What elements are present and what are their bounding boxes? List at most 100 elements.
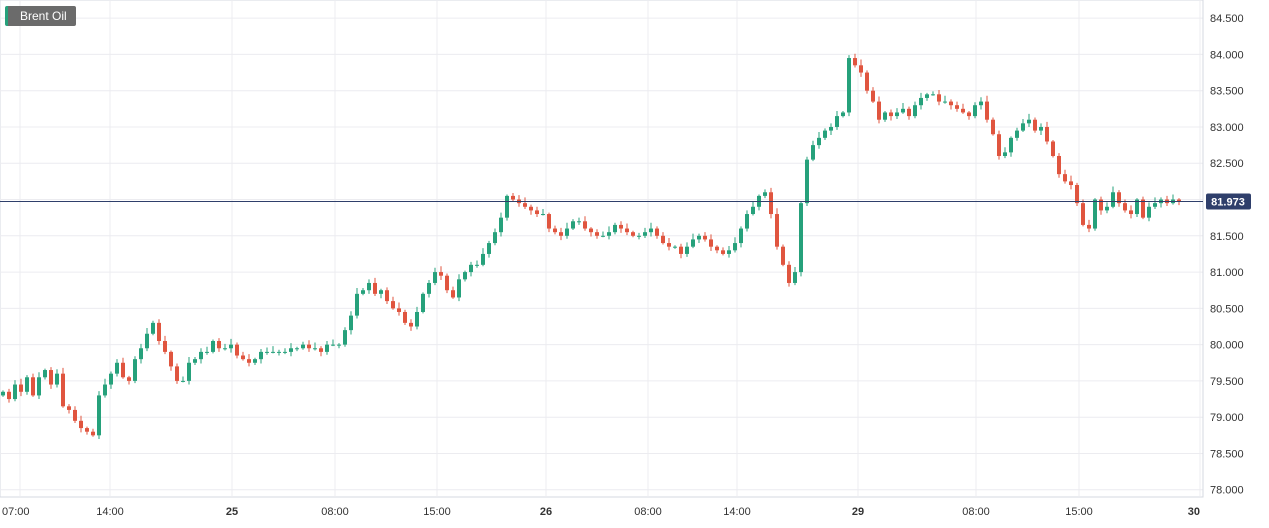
candle-body	[91, 431, 95, 436]
candle-body	[349, 315, 353, 331]
candle-body	[715, 246, 719, 251]
candle-body	[607, 232, 611, 236]
candle-body	[469, 264, 473, 273]
y-tick-label: 81.000	[1210, 267, 1244, 279]
candle-body	[913, 105, 917, 117]
candle-body	[331, 344, 335, 346]
candle-body	[259, 351, 263, 360]
candle-body	[1003, 152, 1007, 156]
candle-body	[1153, 203, 1157, 207]
candle-body	[883, 112, 887, 120]
last-price-label: 81.973	[1211, 196, 1245, 208]
candle-body	[73, 409, 77, 421]
x-tick-label: 29	[852, 506, 864, 518]
candle-body	[319, 348, 323, 352]
candle-body	[133, 359, 137, 381]
candle-body	[589, 228, 593, 233]
candle-body	[511, 195, 515, 200]
candle-body	[1, 391, 5, 396]
candle-body	[97, 395, 101, 436]
instrument-legend[interactable]: Brent Oil	[5, 6, 76, 26]
candle-body	[799, 203, 803, 273]
candle-body	[355, 293, 359, 316]
candles	[1, 53, 1181, 439]
candle-body	[721, 250, 725, 254]
candle-body	[439, 272, 443, 276]
x-tick-label: 25	[226, 506, 238, 518]
candle-body	[601, 235, 605, 237]
candle-body	[1177, 199, 1181, 202]
candle-body	[67, 406, 71, 410]
candle-body	[361, 290, 365, 294]
candle-body	[907, 108, 911, 117]
candle-body	[61, 373, 65, 407]
candle-body	[673, 246, 677, 248]
y-tick-label: 83.000	[1210, 122, 1244, 134]
candle-body	[37, 377, 41, 396]
candle-body	[529, 206, 533, 211]
candle-body	[931, 94, 935, 96]
candle-body	[283, 351, 287, 353]
candle-body	[997, 134, 1001, 156]
candle-body	[1075, 185, 1079, 204]
candle-body	[397, 308, 401, 312]
candle-body	[127, 377, 131, 381]
candle-body	[103, 384, 107, 396]
last-price-badge	[1206, 193, 1251, 210]
candle-body	[1117, 192, 1121, 204]
candle-body	[739, 228, 743, 244]
candle-body	[1123, 203, 1127, 211]
candle-body	[805, 159, 809, 204]
candle-body	[547, 214, 551, 229]
candle-body	[961, 108, 965, 113]
y-tick-label: 80.000	[1210, 340, 1244, 352]
candle-body	[313, 348, 317, 350]
candle-body	[1057, 155, 1061, 175]
candle-body	[55, 373, 59, 385]
candle-body	[391, 301, 395, 309]
candle-body	[475, 264, 479, 266]
candle-body	[409, 322, 413, 327]
candle-body	[1021, 123, 1025, 131]
candle-body	[541, 214, 545, 216]
candle-body	[901, 108, 905, 113]
candle-body	[943, 101, 947, 103]
candle-body	[643, 232, 647, 236]
candle-body	[859, 65, 863, 73]
candle-body	[451, 290, 455, 298]
candle-body	[955, 105, 959, 109]
candle-body	[205, 351, 209, 353]
candle-body	[793, 272, 797, 283]
candle-body	[49, 370, 53, 385]
candle-body	[25, 377, 29, 392]
candle-body	[577, 221, 581, 223]
candle-body	[655, 228, 659, 236]
x-tick-label: 08:00	[962, 506, 990, 518]
candle-body	[889, 112, 893, 117]
candle-body	[379, 290, 383, 294]
candle-body	[187, 362, 191, 381]
candle-body	[727, 250, 731, 254]
grid	[0, 0, 1204, 498]
candle-body	[19, 384, 23, 392]
candle-body	[649, 228, 653, 233]
candle-body	[769, 192, 773, 215]
candle-body	[847, 58, 851, 113]
candle-body	[427, 282, 431, 294]
candle-body	[199, 351, 203, 360]
candle-body	[1099, 199, 1103, 211]
candle-body	[613, 224, 617, 233]
candle-body	[343, 330, 347, 345]
candle-body	[337, 344, 341, 346]
candle-body	[679, 246, 683, 254]
candle-body	[1129, 210, 1133, 215]
candle-body	[841, 112, 845, 117]
candle-body	[79, 420, 83, 429]
candle-body	[991, 119, 995, 135]
candle-body	[85, 428, 89, 432]
candle-body	[7, 391, 11, 400]
candle-body	[253, 359, 257, 363]
candle-body	[559, 232, 563, 236]
